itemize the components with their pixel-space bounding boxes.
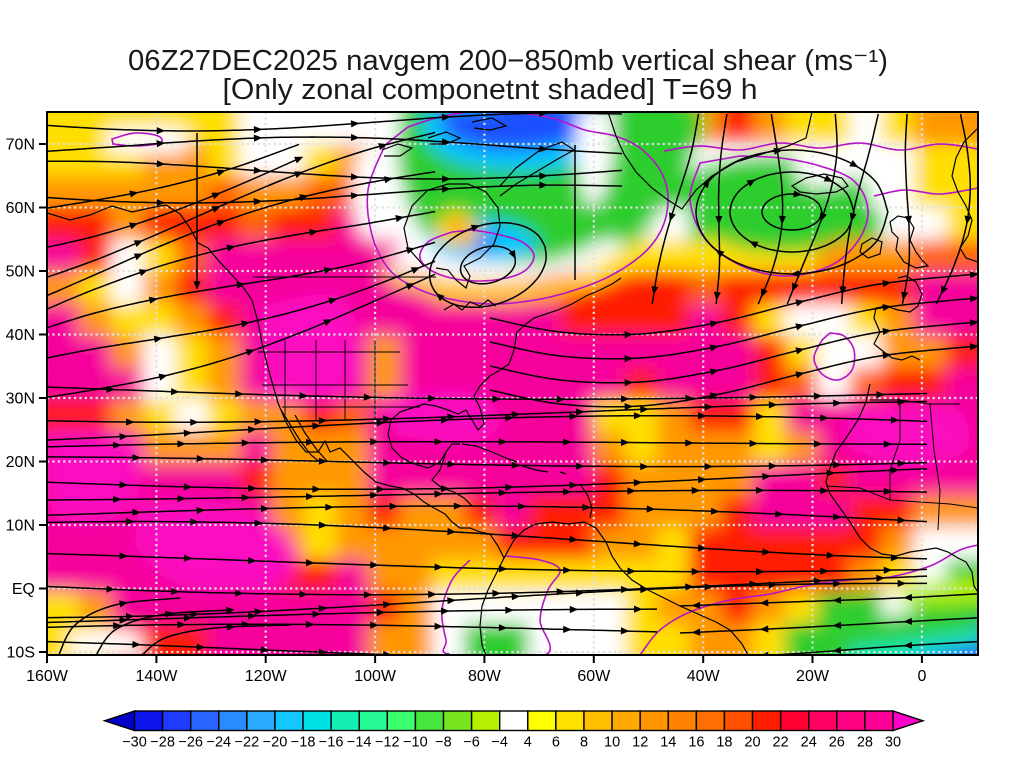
svg-text:−22: −22 xyxy=(235,735,260,751)
svg-text:10S: 10S xyxy=(7,645,35,662)
svg-text:60W: 60W xyxy=(577,668,611,685)
svg-text:30N: 30N xyxy=(6,391,35,408)
svg-text:80W: 80W xyxy=(468,668,502,685)
svg-text:−26: −26 xyxy=(178,735,203,751)
svg-text:0: 0 xyxy=(917,668,926,685)
svg-text:−24: −24 xyxy=(206,735,231,751)
svg-text:24: 24 xyxy=(801,735,817,751)
svg-text:20: 20 xyxy=(744,735,760,751)
svg-text:−14: −14 xyxy=(347,735,372,751)
svg-text:40N: 40N xyxy=(6,327,35,344)
svg-text:−10: −10 xyxy=(403,735,428,751)
svg-text:50N: 50N xyxy=(6,264,35,281)
svg-text:[Only zonal componetnt shaded]: [Only zonal componetnt shaded] T=69 h xyxy=(223,74,758,106)
svg-text:120W: 120W xyxy=(245,668,288,685)
svg-text:4: 4 xyxy=(524,735,532,751)
svg-text:10N: 10N xyxy=(6,518,35,535)
svg-text:06Z27DEC2025 navgem 200−850mb: 06Z27DEC2025 navgem 200−850mb vertical s… xyxy=(128,45,888,77)
svg-text:6: 6 xyxy=(552,735,560,751)
svg-text:30: 30 xyxy=(885,735,901,751)
svg-text:70N: 70N xyxy=(6,137,35,154)
svg-text:28: 28 xyxy=(857,735,873,751)
svg-text:40W: 40W xyxy=(687,668,721,685)
svg-text:10: 10 xyxy=(604,735,620,751)
svg-text:140W: 140W xyxy=(136,668,179,685)
svg-text:8: 8 xyxy=(580,735,588,751)
svg-text:−20: −20 xyxy=(263,735,288,751)
svg-text:20W: 20W xyxy=(796,668,830,685)
svg-text:−4: −4 xyxy=(491,735,508,751)
svg-text:22: 22 xyxy=(773,735,789,751)
svg-text:−6: −6 xyxy=(463,735,480,751)
svg-text:14: 14 xyxy=(660,735,676,751)
svg-text:16: 16 xyxy=(688,735,704,751)
svg-text:60N: 60N xyxy=(6,200,35,217)
svg-text:20N: 20N xyxy=(6,454,35,471)
svg-text:12: 12 xyxy=(632,735,648,751)
svg-text:−30: −30 xyxy=(122,735,147,751)
svg-text:18: 18 xyxy=(716,735,732,751)
svg-text:100W: 100W xyxy=(354,668,397,685)
svg-text:−28: −28 xyxy=(150,735,175,751)
svg-text:−8: −8 xyxy=(435,735,452,751)
svg-text:160W: 160W xyxy=(26,668,69,685)
svg-text:26: 26 xyxy=(829,735,845,751)
svg-text:−16: −16 xyxy=(319,735,344,751)
svg-text:EQ: EQ xyxy=(12,581,35,598)
svg-text:−18: −18 xyxy=(291,735,316,751)
svg-text:−12: −12 xyxy=(375,735,400,751)
